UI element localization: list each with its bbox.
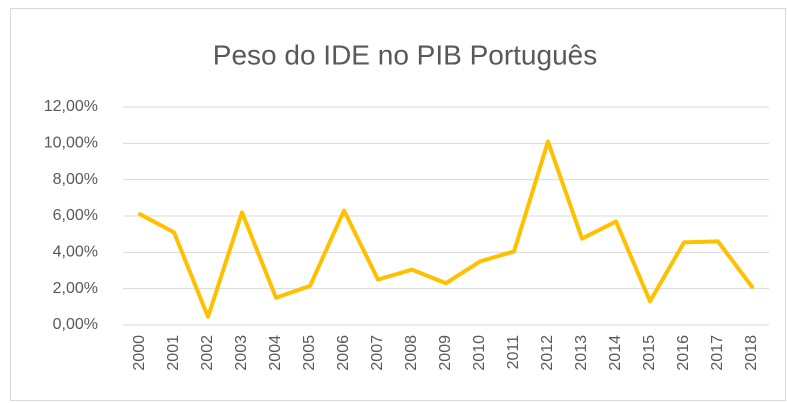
x-tick-label: 2009	[437, 335, 454, 371]
y-tick-label: 2,00%	[53, 280, 98, 297]
x-tick-label: 2004	[267, 335, 284, 371]
x-tick-label: 2000	[131, 335, 148, 371]
x-tick-label: 2017	[709, 335, 726, 371]
x-tick-label: 2012	[539, 335, 556, 371]
x-tick-label: 2013	[573, 335, 590, 371]
y-tick-label: 8,00%	[53, 171, 98, 188]
x-tick-label: 2015	[641, 335, 658, 371]
y-tick-label: 10,00%	[44, 135, 98, 152]
chart-title: Peso do IDE no PIB Português	[213, 39, 597, 70]
x-tick-label: 2010	[471, 335, 488, 371]
x-tick-label: 2007	[369, 335, 386, 371]
y-tick-label: 4,00%	[53, 244, 98, 261]
x-tick-label: 2014	[607, 335, 624, 371]
data-line	[138, 139, 754, 319]
x-tick-label: 2006	[335, 335, 352, 371]
x-tick-label: 2002	[199, 335, 216, 371]
chart-border	[10, 8, 786, 401]
x-tick-label: 2003	[233, 335, 250, 371]
x-tick-label: 2011	[505, 335, 522, 370]
y-tick-label: 0,00%	[53, 316, 98, 333]
x-tick-label: 2016	[675, 335, 692, 371]
x-tick-label: 2001	[165, 335, 182, 371]
x-tick-label: 2005	[301, 335, 318, 371]
y-tick-label: 6,00%	[53, 207, 98, 224]
x-tick-label: 2008	[403, 335, 420, 371]
y-tick-label: 12,00%	[44, 98, 98, 115]
x-tick-label: 2018	[743, 335, 760, 371]
